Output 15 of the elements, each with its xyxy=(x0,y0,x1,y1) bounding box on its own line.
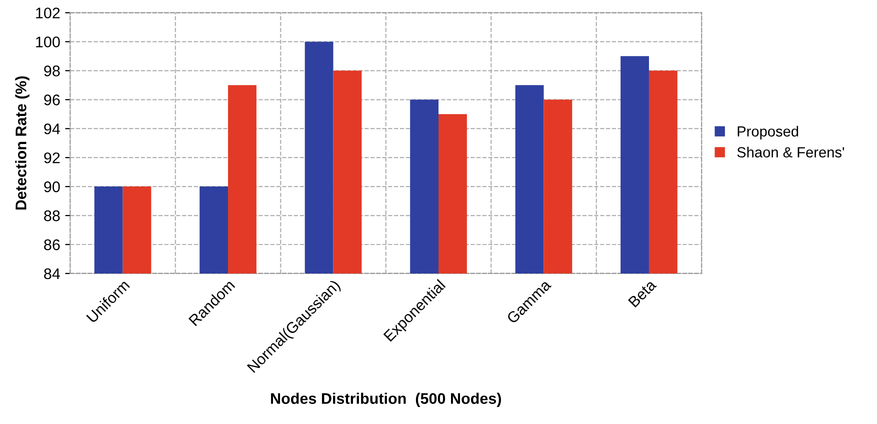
y-tick-label: 94 xyxy=(44,123,60,134)
legend-label: Proposed xyxy=(738,126,798,140)
x-axis-title: Nodes Distribution (500 Nodes) xyxy=(271,392,501,407)
y-tick-label: 90 xyxy=(44,181,60,192)
y-tick-label: 96 xyxy=(44,94,60,106)
y-tick-label: 100 xyxy=(36,36,60,48)
legend-label: Shaon & Ferens' xyxy=(737,146,844,158)
y-tick-label: 98 xyxy=(44,66,60,76)
y-tick-label: 86 xyxy=(44,239,60,250)
y-tick-label: 84 xyxy=(44,268,60,280)
y-tick-label: 102 xyxy=(36,8,60,18)
y-tick-label: 88 xyxy=(44,210,60,222)
y-tick-label: 92 xyxy=(44,152,60,164)
x-tick-label: Beta xyxy=(628,278,657,308)
y-axis-title: Detection Rate (%) xyxy=(15,76,30,210)
